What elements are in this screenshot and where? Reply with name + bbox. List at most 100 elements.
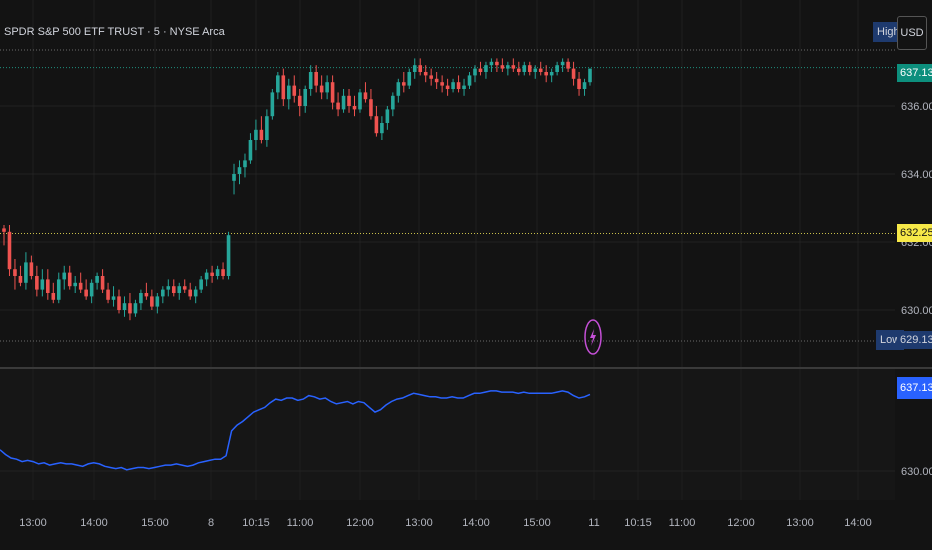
candle-body: [73, 282, 77, 287]
candle-body: [2, 228, 6, 232]
candle-body: [412, 65, 417, 72]
candle-body: [40, 279, 45, 290]
time-tick-label: 12:00: [727, 517, 755, 529]
candle-body: [522, 65, 527, 72]
candle-body: [577, 78, 581, 89]
candle-body: [139, 293, 143, 304]
candle-body: [336, 102, 340, 110]
candle-body: [391, 95, 395, 110]
candle-body: [133, 303, 138, 314]
candle-body: [106, 289, 110, 300]
candle-body: [478, 68, 483, 72]
candle-body: [517, 68, 521, 72]
candle-body: [401, 82, 406, 86]
indicator-last-tag: 637.13: [897, 377, 932, 399]
candle-body: [177, 286, 182, 293]
candle-body: [566, 61, 570, 69]
candle-body: [117, 296, 121, 310]
high-label: High: [873, 22, 904, 42]
candle-body: [560, 61, 565, 66]
candle-body: [352, 106, 357, 110]
candle-body: [555, 65, 559, 72]
candle-body: [358, 92, 362, 110]
candle-body: [385, 109, 390, 123]
candle-body: [155, 296, 160, 307]
indicator-tick-label: 630.00: [901, 466, 932, 478]
time-tick-label: 15:00: [141, 517, 169, 529]
time-tick-label: 14:00: [844, 517, 872, 529]
candle-body: [500, 65, 505, 69]
candle-body: [29, 262, 34, 276]
lightning-icon[interactable]: [583, 317, 603, 357]
candle-body: [533, 68, 538, 72]
candle-body: [46, 279, 50, 293]
candle-body: [128, 303, 132, 314]
candle-body: [374, 116, 379, 134]
candle-body: [544, 72, 548, 76]
candle-body: [150, 296, 154, 307]
candle-body: [35, 276, 39, 290]
candle-body: [171, 286, 176, 293]
candle-body: [254, 129, 258, 140]
candle-body: [440, 82, 444, 86]
candle-body: [226, 235, 231, 276]
candle-body: [303, 89, 308, 106]
time-tick-label: 14:00: [462, 517, 490, 529]
time-tick-label: 14:00: [80, 517, 108, 529]
candle-body: [188, 289, 193, 297]
candle-body: [95, 276, 99, 283]
low-price-tag: 629.13: [897, 331, 932, 349]
candle-body: [418, 65, 423, 72]
candle-body: [248, 140, 253, 161]
candle-body: [204, 272, 209, 280]
time-tick-label: 15:00: [523, 517, 551, 529]
candle-body: [215, 269, 220, 276]
candle-body: [407, 72, 412, 86]
candle-body: [232, 174, 236, 181]
time-tick-label: 13:00: [405, 517, 433, 529]
candle-body: [363, 92, 368, 100]
price-tick-label: 630.00: [901, 305, 932, 317]
candle-body: [456, 82, 461, 89]
candle-body: [473, 68, 477, 76]
candle-body: [243, 160, 247, 168]
candle-body: [18, 276, 23, 283]
candle-body: [276, 75, 280, 93]
candle-body: [588, 68, 592, 83]
candle-body: [451, 82, 455, 89]
candle-body: [62, 272, 67, 280]
candle-body: [144, 293, 149, 297]
candle-body: [78, 282, 83, 290]
time-tick-label: 11:00: [287, 517, 314, 529]
candle-body: [506, 65, 510, 69]
candle-body: [484, 65, 488, 72]
candle-body: [489, 61, 494, 66]
candle-body: [111, 296, 116, 300]
candle-body: [286, 85, 291, 100]
candle-body: [265, 116, 269, 140]
candle-body: [495, 61, 499, 66]
time-tick-label: 10:15: [624, 517, 652, 529]
currency-button[interactable]: USD: [897, 16, 927, 50]
time-tick-label: 8: [208, 517, 214, 529]
time-tick-label: 13:00: [786, 517, 814, 529]
candle-body: [380, 123, 384, 134]
candle-body: [445, 85, 450, 89]
candle-body: [319, 85, 324, 93]
candle-body: [330, 82, 335, 103]
indicator-line: [0, 390, 591, 471]
candle-body: [89, 282, 94, 297]
time-tick-label: 12:00: [346, 517, 374, 529]
candle-body: [67, 272, 72, 287]
candle-body: [24, 262, 28, 283]
candle-body: [325, 82, 329, 93]
candle-body: [369, 99, 373, 117]
candle-body: [161, 289, 165, 297]
candle-body: [193, 289, 198, 297]
candle-body: [396, 82, 401, 96]
candle-body: [511, 65, 516, 69]
candle-body: [297, 95, 302, 106]
candle-body: [13, 269, 17, 276]
candle-body: [292, 85, 297, 96]
